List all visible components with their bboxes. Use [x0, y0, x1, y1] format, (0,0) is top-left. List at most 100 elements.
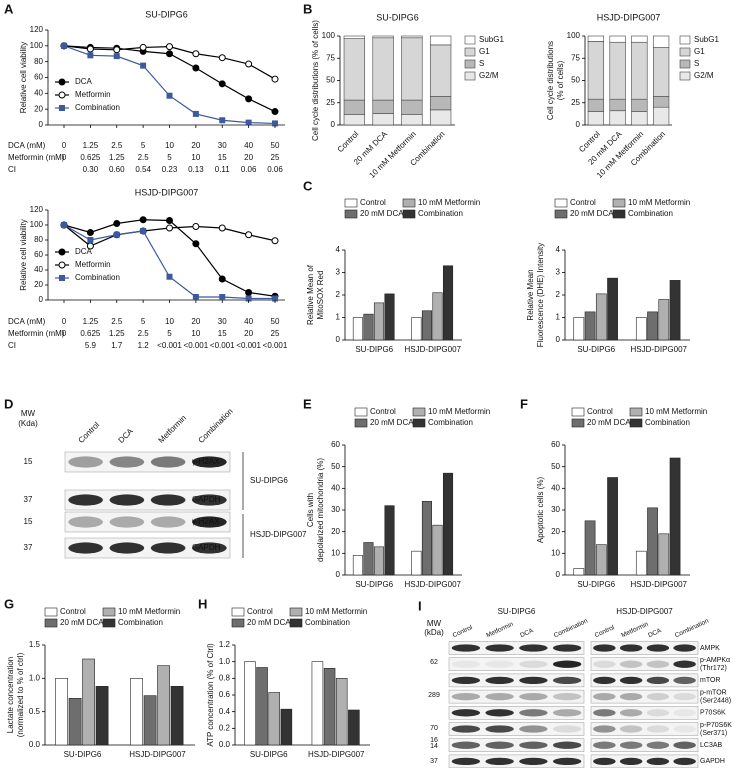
x-axis-label: DCA (mM) [8, 317, 46, 326]
bar [95, 686, 109, 746]
panel-letter: A [4, 1, 14, 16]
table-row-label: CI [8, 341, 16, 350]
legend-label: S [479, 59, 484, 68]
marker [192, 294, 199, 300]
y-axis-label: (normalized to % of ctrl) [16, 652, 25, 737]
legend-swatch [354, 407, 368, 417]
band-label: (Ser2448) [700, 697, 731, 704]
bar-segment [652, 96, 670, 108]
blot-band [619, 757, 643, 766]
band-label: AMPK [700, 645, 720, 652]
lane-label: Control [77, 420, 102, 445]
blot-strip [448, 673, 585, 688]
bar [82, 658, 95, 746]
blot-band [619, 709, 643, 717]
x-tick-label: 2.5 [111, 141, 123, 150]
blot-band [593, 660, 616, 668]
blot-band [519, 709, 548, 717]
y-tick-label: 40 [34, 265, 43, 274]
blot-band [519, 725, 548, 733]
legend-swatch [231, 607, 245, 617]
blot-band [619, 741, 643, 749]
marker [245, 119, 252, 126]
blot-band [552, 676, 582, 685]
bar-segment [343, 114, 366, 126]
legend-label: SubG1 [694, 35, 719, 44]
bar-segment [429, 44, 452, 97]
bar-segment [429, 35, 452, 46]
chart-title: SU-DIPG6 [376, 12, 419, 22]
legend-label: 10 mM Metformin [118, 607, 180, 616]
lane-label: Combination [197, 407, 235, 445]
mw-label: (kDa) [424, 628, 444, 637]
legend-label: 20 mM DCA [370, 418, 414, 427]
x-tick-label: SU-DIPG6 [250, 750, 288, 759]
legend-swatch [344, 209, 358, 219]
y-axis-label: depolarized mitochondria (%) [316, 458, 325, 562]
blot-band [519, 692, 548, 701]
x-tick-label: 40 [244, 317, 253, 326]
marker [59, 105, 65, 111]
blot-band [192, 456, 227, 468]
y-tick-label: 0.2 [219, 723, 231, 732]
panel-letter: B [303, 1, 312, 16]
y-tick-label: 60 [34, 250, 43, 259]
bar [411, 550, 422, 576]
table-cell: <0.001 [210, 341, 235, 350]
y-tick-label: 1 [336, 313, 341, 322]
legend-label: 10 mM Metformin [645, 407, 707, 416]
table-cell: <0.001 [236, 341, 261, 350]
marker [192, 240, 200, 248]
y-axis-label: Relative cell viability [19, 42, 28, 114]
marker [192, 110, 199, 117]
y-axis-label: Cells with [306, 493, 315, 527]
legend-label: Control [570, 198, 596, 207]
y-tick-label: 60 [34, 73, 43, 82]
legend-swatch [612, 198, 626, 208]
bar [363, 542, 374, 576]
blot-strip [590, 641, 699, 655]
y-tick-label: 0 [336, 335, 341, 344]
bar-segment [429, 109, 452, 126]
cell-line-label: SU-DIPG6 [498, 607, 536, 616]
blot-band [519, 644, 548, 652]
marker [86, 242, 94, 250]
bar-segment [609, 41, 626, 100]
y-tick-label: 0 [331, 120, 336, 129]
blot-band [150, 456, 186, 468]
y-tick-label: 25 [571, 98, 580, 107]
y-tick-label: 40 [551, 483, 560, 492]
table-cell: 0.13 [188, 165, 204, 174]
legend-label: Combination [628, 209, 673, 218]
marker [166, 50, 173, 58]
panel-letter: C [303, 178, 313, 193]
bar [157, 665, 170, 746]
x-tick-label: SU-DIPG6 [64, 750, 102, 759]
x-tick-label: HSJD-DIPG007 [308, 750, 365, 759]
blot-band [192, 542, 227, 554]
blot-band [150, 516, 186, 528]
legend-label: Combination [305, 618, 350, 627]
table-cell: 15 [218, 153, 227, 162]
legend-label: Control [370, 407, 396, 416]
y-tick-label: 80 [34, 235, 43, 244]
bar [348, 709, 360, 746]
marker [271, 108, 279, 116]
table-cell: 25 [271, 329, 280, 338]
table-cell: 0.60 [109, 165, 125, 174]
bar-segment [631, 98, 648, 112]
bar [607, 277, 618, 341]
legend-label: 20 mM DCA [60, 618, 104, 627]
chart-title: HSJD-DIPG007 [135, 187, 199, 197]
legend-label: DCA [75, 247, 93, 256]
table-cell: 0.06 [267, 165, 283, 174]
blot-band [673, 725, 696, 733]
x-tick-label: 10 [165, 141, 174, 150]
legend-swatch [612, 209, 626, 219]
marker [219, 117, 226, 124]
marker [139, 216, 147, 224]
bar-segment [609, 110, 626, 126]
lane-label: DCA [647, 627, 663, 639]
y-tick-label: 100 [322, 31, 336, 40]
